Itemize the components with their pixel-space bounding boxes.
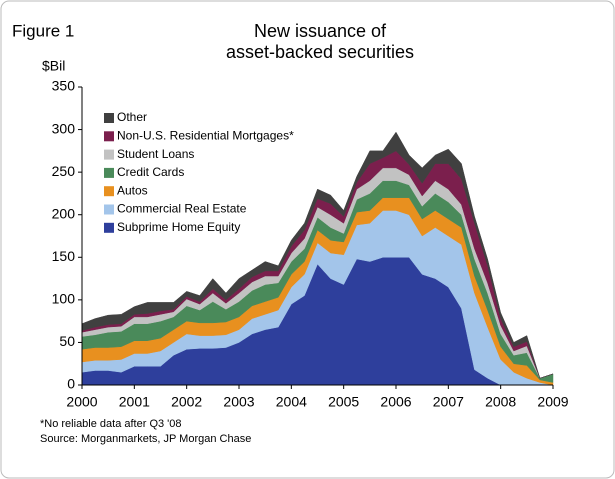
legend-swatch	[104, 113, 114, 123]
note: *No reliable data after Q3 '08	[40, 418, 182, 430]
x-tick-label: 2006	[380, 394, 411, 410]
x-tick-label: 2001	[119, 394, 150, 410]
y-tick-label: 200	[52, 205, 76, 221]
legend-swatch	[104, 222, 114, 233]
area	[81, 131, 554, 379]
legend-label: Student Loans	[117, 147, 194, 161]
legend-label: Autos	[117, 183, 148, 197]
legend-label: Commercial Real Estate	[117, 202, 247, 216]
legend-swatch	[104, 204, 114, 215]
x-tick-label: 2002	[171, 394, 202, 410]
chart-title: asset-backed securities	[226, 42, 414, 62]
note: Source: Morganmarkets, JP Morgan Chase	[40, 433, 251, 445]
legend-label: Other	[117, 110, 147, 124]
x-tick-label: 2004	[276, 394, 307, 410]
y-tick-label: 100	[52, 291, 76, 307]
y-tick-label: 50	[59, 333, 75, 349]
legend-swatch	[104, 149, 114, 160]
x-tick-label: 2000	[66, 394, 97, 410]
y-tick-label: 150	[52, 248, 76, 264]
y-tick-label: 350	[52, 78, 76, 94]
legend-swatch	[104, 186, 114, 197]
y-tick-label: 300	[52, 120, 76, 136]
y-tick-label: 250	[52, 163, 76, 179]
x-tick-label: 2008	[485, 394, 516, 410]
y-tick-label: 0	[67, 376, 75, 392]
x-tick-label: 2007	[433, 394, 464, 410]
chart-title: New issuance of	[254, 21, 387, 41]
legend-label: Subprime Home Equity	[117, 220, 240, 234]
legend-swatch	[104, 167, 114, 178]
x-tick-label: 2009	[537, 394, 568, 410]
x-tick-label: 2003	[223, 394, 254, 410]
legend-swatch	[104, 131, 114, 142]
x-tick-label: 2005	[328, 394, 359, 410]
legend-label: Non-U.S. Residential Mortgages*	[117, 128, 294, 142]
legend-label: Credit Cards	[117, 165, 184, 179]
y-axis-label: $Bil	[42, 58, 65, 74]
figure-label: Figure 1	[12, 21, 74, 40]
